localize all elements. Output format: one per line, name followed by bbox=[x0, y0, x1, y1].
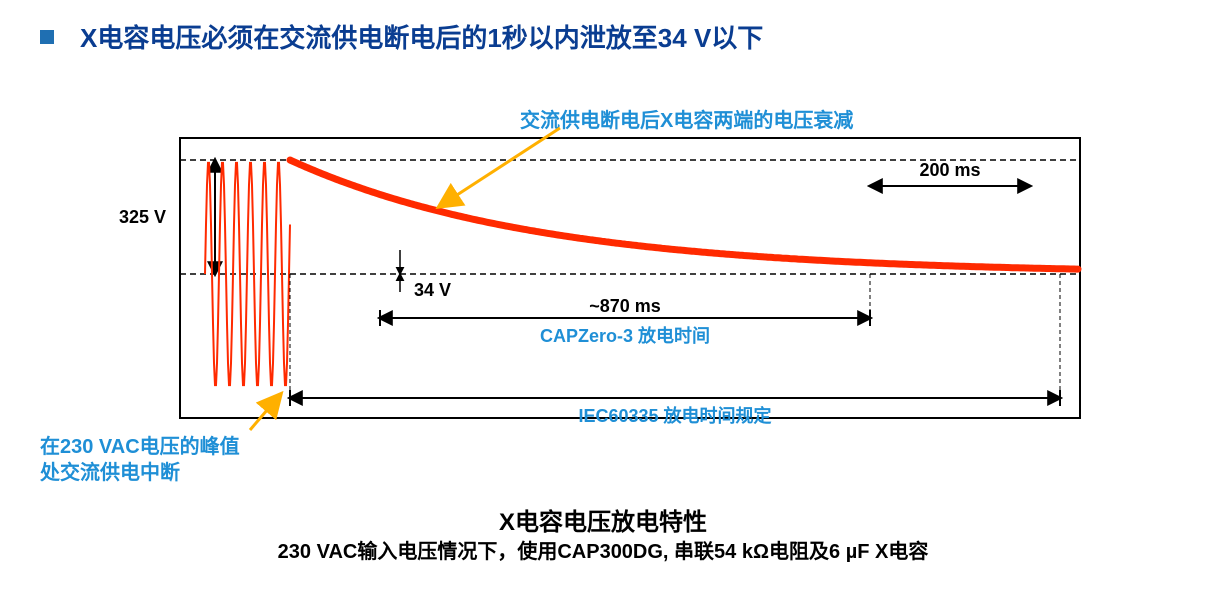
caption-main: X电容电压放电特性 bbox=[0, 502, 1206, 537]
svg-text:IEC60335 放电时间规定: IEC60335 放电时间规定 bbox=[578, 405, 771, 426]
svg-text:CAPZero-3 放电时间: CAPZero-3 放电时间 bbox=[540, 325, 710, 346]
svg-text:34 V: 34 V bbox=[414, 280, 451, 300]
svg-text:200 ms: 200 ms bbox=[919, 160, 980, 180]
caption-sub: 230 VAC输入电压情况下，使用CAP300DG, 串联54 kΩ电阻及6 µ… bbox=[0, 535, 1206, 564]
svg-text:325 V: 325 V bbox=[119, 207, 166, 227]
svg-text:~870 ms: ~870 ms bbox=[589, 296, 661, 316]
